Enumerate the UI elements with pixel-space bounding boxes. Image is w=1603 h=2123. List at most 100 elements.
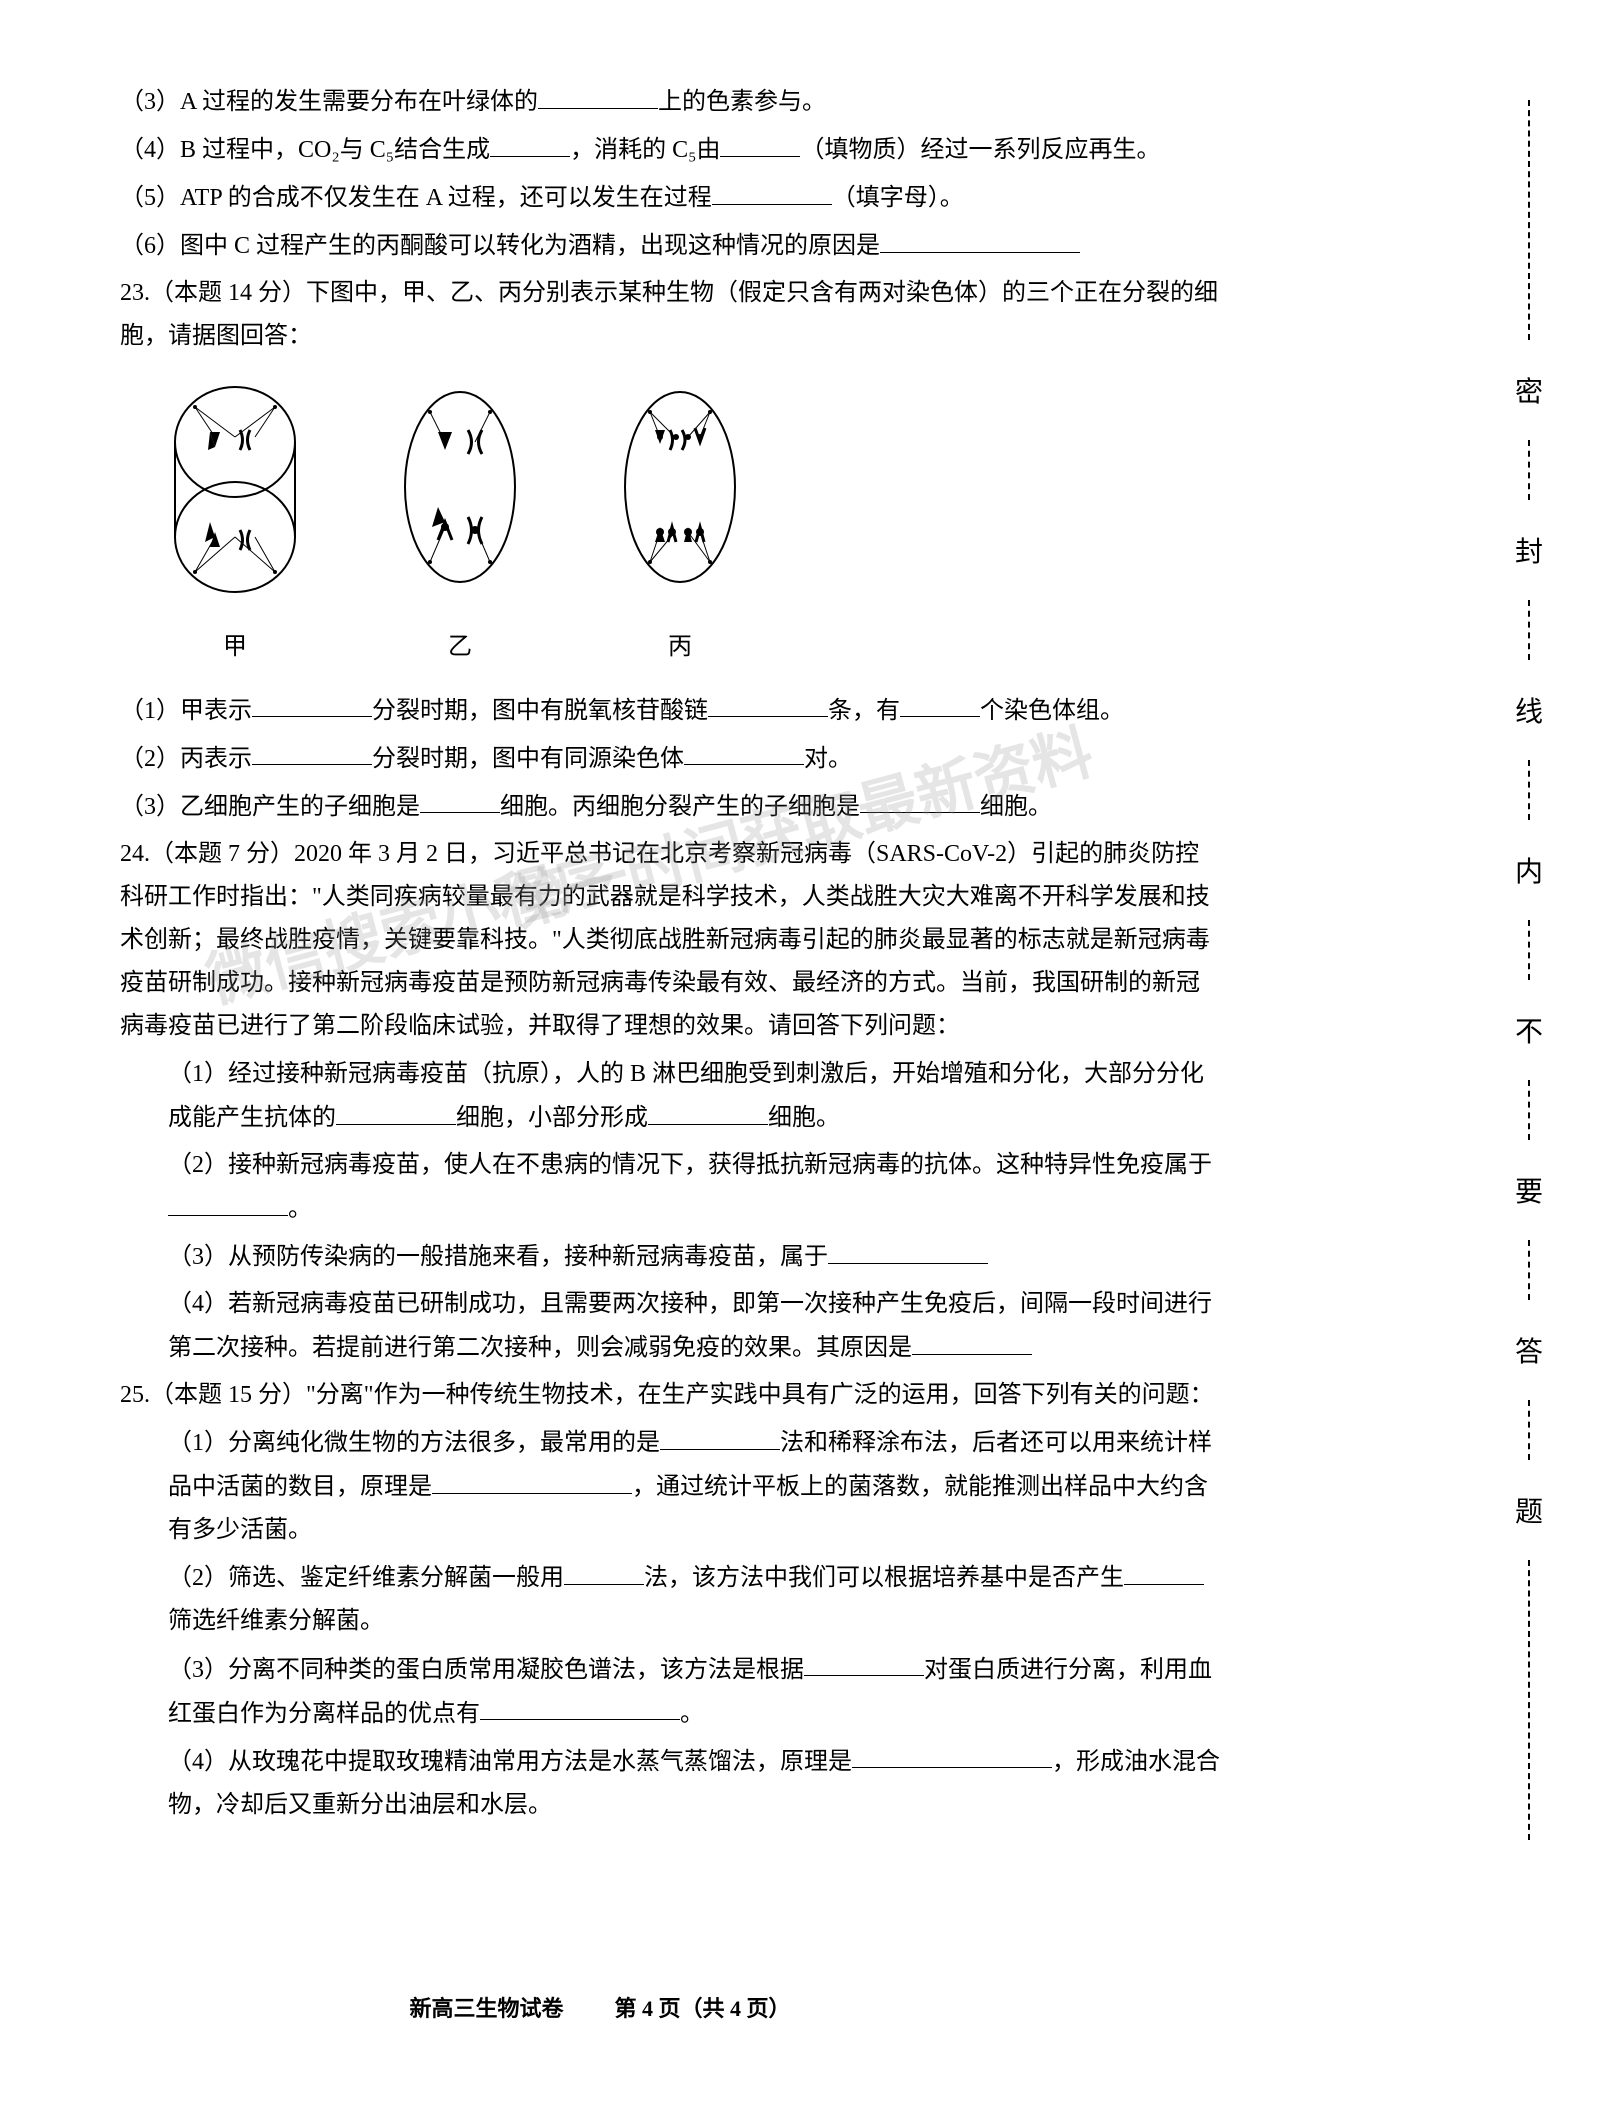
q24-4a: （4）若新冠病毒疫苗已研制成功，且需要两次接种，即第一次接种产生免疫后，间隔一段… <box>168 1291 1212 1361</box>
q24-2b: 。 <box>288 1196 312 1222</box>
blank <box>564 1556 644 1585</box>
q23-intro-text: 23.（本题 14 分）下图中，甲、乙、丙分别表示某种生物（假定只含有两对染色体… <box>120 280 1218 349</box>
cell-yi: 乙 <box>390 382 530 668</box>
q25-3a: （3）分离不同种类的蛋白质常用凝胶色谱法，该方法是根据 <box>168 1656 804 1682</box>
question-24-2: （2）接种新冠病毒疫苗，使人在不患病的情况下，获得抵抗新冠病毒的抗体。这种特异性… <box>120 1144 1220 1231</box>
side-char-7: 题 <box>1515 1490 1543 1530</box>
blank <box>538 80 658 109</box>
q24-1c: 细胞。 <box>768 1105 840 1131</box>
dashed-line <box>1528 1240 1530 1300</box>
cell-jia: 甲 <box>160 382 310 668</box>
q25-intro-text: 25.（本题 15 分）"分离"作为一种传统生物技术，在生产实践中具有广泛的运用… <box>120 1382 1214 1408</box>
cell-jia-svg <box>160 382 310 602</box>
q25-3c: 。 <box>680 1700 704 1726</box>
q23-1b: 分裂时期，图中有脱氧核苷酸链 <box>372 697 708 723</box>
footer-title: 新高三生物试卷 <box>409 1996 563 2021</box>
side-char-3: 内 <box>1515 850 1543 890</box>
dashed-line <box>1528 1560 1530 1840</box>
question-4: （4）B 过程中，CO₂与 C₅结合生成 ，消耗的 C₅由 （填物质）经过一系列反应… <box>120 128 1220 172</box>
q25-2b: 法，该方法中我们可以根据培养基中是否产生 <box>644 1565 1124 1591</box>
dashed-line <box>1528 600 1530 660</box>
cell-yi-svg <box>390 382 530 602</box>
cell-diagrams: 甲 乙 <box>120 362 1220 688</box>
q23-2c: 对。 <box>804 745 852 771</box>
blank <box>828 1235 988 1264</box>
q25-2c: 筛选纤维素分解菌。 <box>168 1608 384 1634</box>
dashed-line <box>1528 760 1530 820</box>
question-23-3: （3）乙细胞产生的子细胞是 细胞。丙细胞分裂产生的子细胞是 细胞。 <box>120 785 1220 829</box>
blank <box>490 128 570 157</box>
side-margin: 密 封 线 内 不 要 答 题 <box>1515 100 1543 1900</box>
q5-text-a: （5）ATP 的合成不仅发生在 A 过程，还可以发生在过程 <box>120 185 712 211</box>
q23-1d: 个染色体组。 <box>980 697 1124 723</box>
dashed-line <box>1528 440 1530 500</box>
question-24-intro: 24.（本题 7 分）2020 年 3 月 2 日，习近平总书记在北京考察新冠病… <box>120 833 1220 1049</box>
blank <box>660 1421 780 1450</box>
blank <box>900 689 980 718</box>
q23-3a: （3）乙细胞产生的子细胞是 <box>120 793 420 819</box>
q23-2a: （2）丙表示 <box>120 745 252 771</box>
side-char-6: 答 <box>1515 1330 1543 1370</box>
q3-text-a: （3）A 过程的发生需要分布在叶绿体的 <box>120 89 538 115</box>
q23-2b: 分裂时期，图中有同源染色体 <box>372 745 684 771</box>
blank <box>336 1096 456 1125</box>
blank <box>252 689 372 718</box>
question-25-intro: 25.（本题 15 分）"分离"作为一种传统生物技术，在生产实践中具有广泛的运用… <box>120 1374 1220 1417</box>
cell-jia-label: 甲 <box>160 626 310 669</box>
blank <box>720 128 800 157</box>
q4-text-a: （4）B 过程中，CO₂与 C₅结合生成 <box>120 137 490 163</box>
question-25-4: （4）从玫瑰花中提取玫瑰精油常用方法是水蒸气蒸馏法，原理是，形成油水混合物，冷却… <box>120 1740 1220 1827</box>
blank <box>852 1740 1052 1769</box>
side-char-4: 不 <box>1515 1010 1543 1050</box>
side-char-2: 线 <box>1515 690 1543 730</box>
q4-text-c: （填物质）经过一系列反应再生。 <box>800 137 1160 163</box>
blank <box>860 785 980 814</box>
blank <box>420 785 500 814</box>
question-24-3: （3）从预防传染病的一般措施来看，接种新冠病毒疫苗，属于 <box>120 1235 1220 1279</box>
q5-text-b: （填字母）。 <box>832 185 964 211</box>
q4-text-b: ，消耗的 C₅由 <box>570 137 720 163</box>
q23-1c: 条，有 <box>828 697 900 723</box>
page-footer: 新高三生物试卷 第 4 页（共 4 页） <box>0 1991 1200 2023</box>
blank <box>804 1648 924 1677</box>
blank <box>168 1187 288 1216</box>
q3-text-b: 上的色素参与。 <box>658 89 826 115</box>
blank <box>1124 1556 1204 1585</box>
dashed-line <box>1528 1400 1530 1460</box>
cell-bing-label: 丙 <box>610 626 750 669</box>
blank <box>252 737 372 766</box>
q24-3a: （3）从预防传染病的一般措施来看，接种新冠病毒疫苗，属于 <box>168 1244 828 1270</box>
question-5: （5）ATP 的合成不仅发生在 A 过程，还可以发生在过程 （填字母）。 <box>120 176 1220 220</box>
question-23-intro: 23.（本题 14 分）下图中，甲、乙、丙分别表示某种生物（假定只含有两对染色体… <box>120 272 1220 358</box>
dashed-line <box>1528 1080 1530 1140</box>
footer-page: 第 4 页（共 4 页） <box>615 1996 791 2021</box>
side-char-5: 要 <box>1515 1170 1543 1210</box>
question-24-1: （1）经过接种新冠病毒疫苗（抗原），人的 B 淋巴细胞受到刺激后，开始增殖和分化… <box>120 1053 1220 1140</box>
blank <box>708 689 828 718</box>
main-content: （3）A 过程的发生需要分布在叶绿体的 上的色素参与。 （4）B 过程中，CO₂与… <box>120 80 1220 1827</box>
blank <box>880 224 1080 253</box>
blank <box>684 737 804 766</box>
question-23-2: （2）丙表示 分裂时期，图中有同源染色体 对。 <box>120 737 1220 781</box>
question-25-3: （3）分离不同种类的蛋白质常用凝胶色谱法，该方法是根据对蛋白质进行分离，利用血红… <box>120 1648 1220 1736</box>
side-char-1: 封 <box>1515 530 1543 570</box>
blank <box>432 1465 632 1494</box>
q25-4a: （4）从玫瑰花中提取玫瑰精油常用方法是水蒸气蒸馏法，原理是 <box>168 1748 852 1774</box>
q24-2a: （2）接种新冠病毒疫苗，使人在不患病的情况下，获得抵抗新冠病毒的抗体。这种特异性… <box>168 1152 1212 1178</box>
question-25-2: （2）筛选、鉴定纤维素分解菌一般用 法，该方法中我们可以根据培养基中是否产生筛选纤… <box>120 1556 1220 1643</box>
q25-1a: （1）分离纯化微生物的方法很多，最常用的是 <box>168 1430 660 1456</box>
q23-3b: 细胞。丙细胞分裂产生的子细胞是 <box>500 793 860 819</box>
q25-2a: （2）筛选、鉴定纤维素分解菌一般用 <box>168 1565 564 1591</box>
dashed-line <box>1528 100 1530 340</box>
q23-3c: 细胞。 <box>980 793 1052 819</box>
q24-1b: 细胞，小部分形成 <box>456 1105 648 1131</box>
cell-bing: 丙 <box>610 382 750 668</box>
cell-yi-label: 乙 <box>390 626 530 669</box>
q23-1a: （1）甲表示 <box>120 697 252 723</box>
q6-text-a: （6）图中 C 过程产生的丙酮酸可以转化为酒精，出现这种情况的原因是 <box>120 233 880 259</box>
question-24-4: （4）若新冠病毒疫苗已研制成功，且需要两次接种，即第一次接种产生免疫后，间隔一段… <box>120 1283 1220 1370</box>
blank <box>712 176 832 205</box>
blank <box>648 1096 768 1125</box>
q24-intro-text: 24.（本题 7 分）2020 年 3 月 2 日，习近平总书记在北京考察新冠病… <box>120 841 1210 1040</box>
cell-bing-svg <box>610 382 750 602</box>
